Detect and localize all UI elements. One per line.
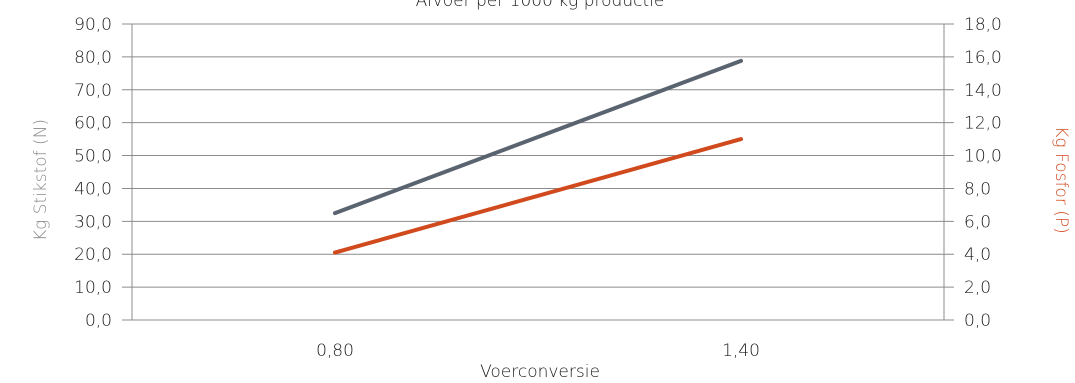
right-tick-label: 10,0 — [964, 147, 1002, 167]
left-tick-label: 30,0 — [74, 212, 112, 232]
chart-title: Afvoer per 1000 kg productie — [416, 0, 665, 11]
x-axis-label: Voerconversie — [480, 362, 600, 382]
right-tick-label: 16,0 — [964, 48, 1002, 68]
right-tick-label: 4,0 — [964, 245, 991, 265]
x-tick-label: 1,40 — [722, 341, 760, 361]
x-tick-label: 0,80 — [316, 341, 354, 361]
left-axis-ticks: 0,0 10,0 20,0 30,0 40,0 50,0 60,0 70,0 80,0 90,0 — [74, 15, 112, 331]
right-tick-label: 8,0 — [964, 179, 991, 199]
left-tick-label: 70,0 — [74, 81, 112, 101]
right-axis-ticks: 0,0 2,0 4,0 6,0 8,0 10,0 12,0 14,0 16,0 18,0 — [964, 15, 1002, 331]
left-tick-label: 0,0 — [85, 311, 112, 331]
right-tick-label: 6,0 — [964, 212, 991, 232]
right-axis-label: Kg Fosfor (P) — [1051, 126, 1071, 233]
series-lines — [333, 58, 743, 255]
right-tick-label: 0,0 — [964, 311, 991, 331]
left-axis-label: Kg Stikstof (N) — [31, 119, 51, 241]
left-tick-label: 40,0 — [74, 179, 112, 199]
left-tick-label: 10,0 — [74, 278, 112, 298]
right-tick-label: 12,0 — [964, 114, 1002, 134]
left-tick-label: 80,0 — [74, 48, 112, 68]
right-tick-label: 14,0 — [964, 81, 1002, 101]
left-tick-label: 60,0 — [74, 114, 112, 134]
left-tick-label: 90,0 — [74, 15, 112, 35]
grid — [122, 23, 954, 321]
left-tick-label: 50,0 — [74, 147, 112, 167]
right-tick-label: 2,0 — [964, 278, 991, 298]
x-axis-ticks: 0,80 1,40 — [316, 341, 760, 361]
left-tick-label: 20,0 — [74, 245, 112, 265]
right-tick-label: 18,0 — [964, 15, 1002, 35]
series-line-right — [333, 137, 743, 255]
series-line-left — [333, 58, 743, 216]
